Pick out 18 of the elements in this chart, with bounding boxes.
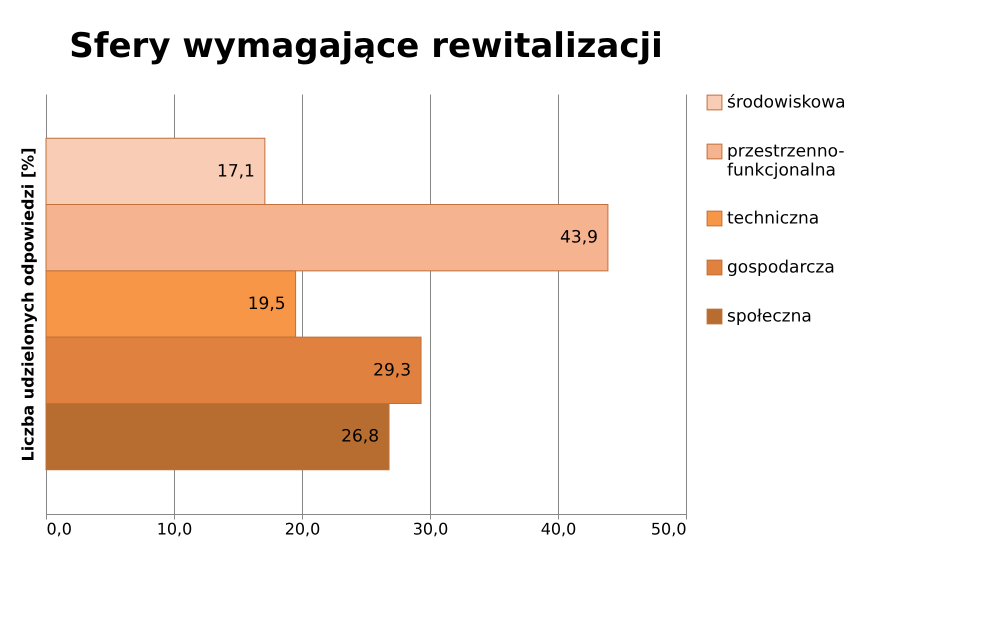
- x-tick-label: 10,0: [156, 520, 192, 538]
- data-label: 43,9: [560, 228, 598, 248]
- data-label: 19,5: [248, 294, 286, 314]
- legend-label: techniczna: [727, 208, 820, 228]
- legend-label: przestrzenno-funkcjonalna: [727, 142, 844, 180]
- chart-title: Sfery wymagające rewitalizacji: [69, 26, 663, 66]
- data-label: 26,8: [341, 426, 380, 447]
- legend-label: gospodarcza: [727, 258, 835, 278]
- x-tick-label: 40,0: [540, 520, 576, 538]
- x-tick-label: 50,0: [650, 520, 686, 538]
- x-tick-label: 0,0: [46, 520, 72, 538]
- x-tick-label: 30,0: [412, 520, 448, 538]
- data-label: 29,3: [373, 360, 412, 380]
- y-axis-title: Liczba udzielonych odpowiedzi [%]: [18, 147, 38, 462]
- legend-label: społeczna: [727, 306, 812, 326]
- data-label: 17,1: [217, 161, 255, 182]
- x-tick-label: 20,0: [284, 520, 320, 538]
- legend-label: środowiskowa: [727, 92, 846, 112]
